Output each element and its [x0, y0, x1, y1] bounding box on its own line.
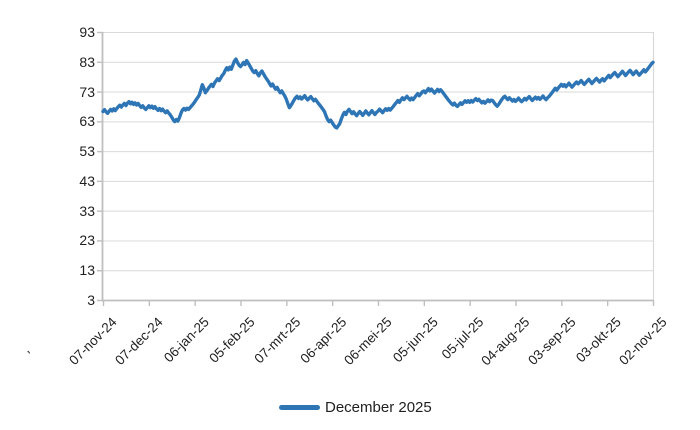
legend-line-swatch: [279, 405, 320, 410]
gridlines: [103, 32, 655, 300]
series-line-december-2025: [101, 57, 655, 130]
tick-marks: [97, 31, 655, 306]
y-tick-label: 93: [79, 24, 95, 40]
axis-lines: [101, 32, 653, 302]
legend: December 2025: [279, 400, 432, 415]
y-tick-label: 43: [79, 172, 95, 189]
y-tick-label: 33: [79, 202, 95, 219]
y-tick-label: 13: [79, 262, 95, 279]
y-tick-label: 3: [87, 292, 95, 308]
y-tick-label: 63: [79, 113, 95, 130]
y-tick-label: 23: [79, 232, 95, 249]
y-tick-label: 73: [79, 83, 95, 100]
legend-series-label: December 2025: [325, 399, 432, 416]
y-tick-label: 83: [79, 53, 95, 70]
y-tick-label: 53: [79, 143, 95, 160]
